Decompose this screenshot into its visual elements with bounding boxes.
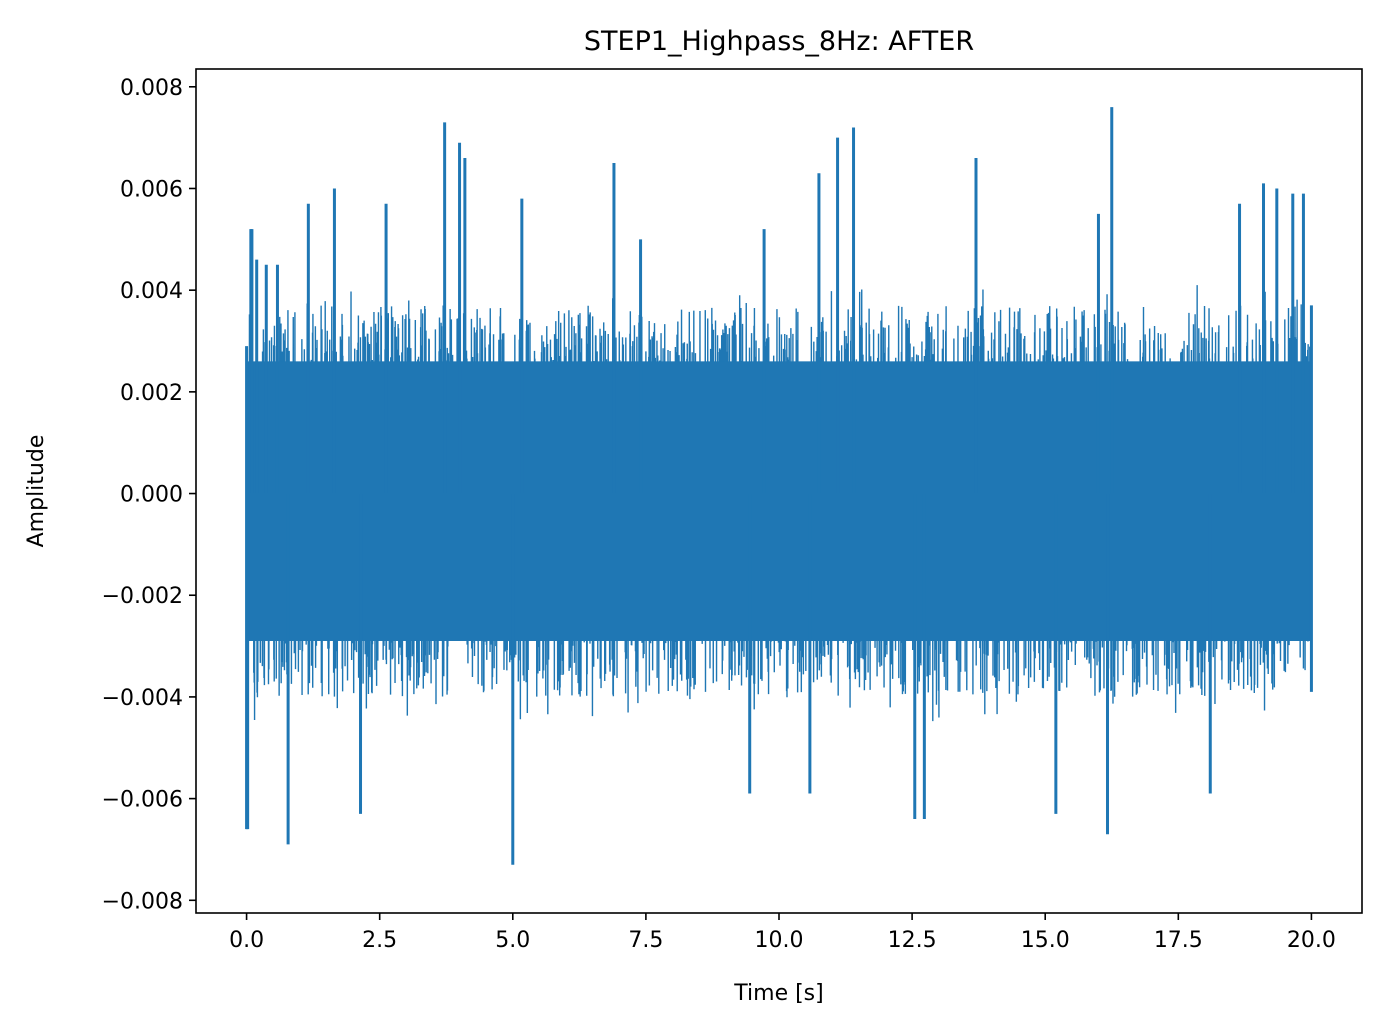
y-tick-label: −0.002 <box>102 584 183 609</box>
y-tick-label: 0.002 <box>120 381 183 406</box>
y-tick-label: 0.000 <box>120 483 183 508</box>
y-tick-label: −0.006 <box>102 788 183 813</box>
y-tick-label: 0.004 <box>120 279 183 304</box>
series-layer <box>245 107 1313 865</box>
y-tick-label: 0.008 <box>120 76 183 101</box>
x-tick-label: 17.5 <box>1154 928 1203 953</box>
x-tick-label: 12.5 <box>888 928 937 953</box>
y-tick-label: −0.004 <box>102 686 183 711</box>
x-tick-label: 15.0 <box>1021 928 1070 953</box>
y-tick-label: 0.006 <box>120 177 183 202</box>
y-axis-ticks: −0.008 −0.006 −0.004 −0.002 0.000 0.002 0.004 0… <box>102 76 196 914</box>
x-tick-label: 10.0 <box>755 928 804 953</box>
x-tick-label: 0.0 <box>229 928 264 953</box>
y-axis-title: Amplitude <box>24 435 49 548</box>
x-tick-label: 20.0 <box>1287 928 1336 953</box>
x-tick-label: 2.5 <box>362 928 397 953</box>
x-axis-title: Time [s] <box>733 981 823 1006</box>
series-core-band <box>247 361 1311 641</box>
chart-title: STEP1_Highpass_8Hz: AFTER <box>584 26 974 57</box>
x-tick-label: 5.0 <box>495 928 530 953</box>
x-axis-ticks: 0.0 2.5 5.0 7.5 10.0 12.5 15.0 17.5 20.0 <box>229 913 1336 953</box>
x-tick-label: 7.5 <box>628 928 663 953</box>
y-tick-label: −0.008 <box>102 889 183 914</box>
